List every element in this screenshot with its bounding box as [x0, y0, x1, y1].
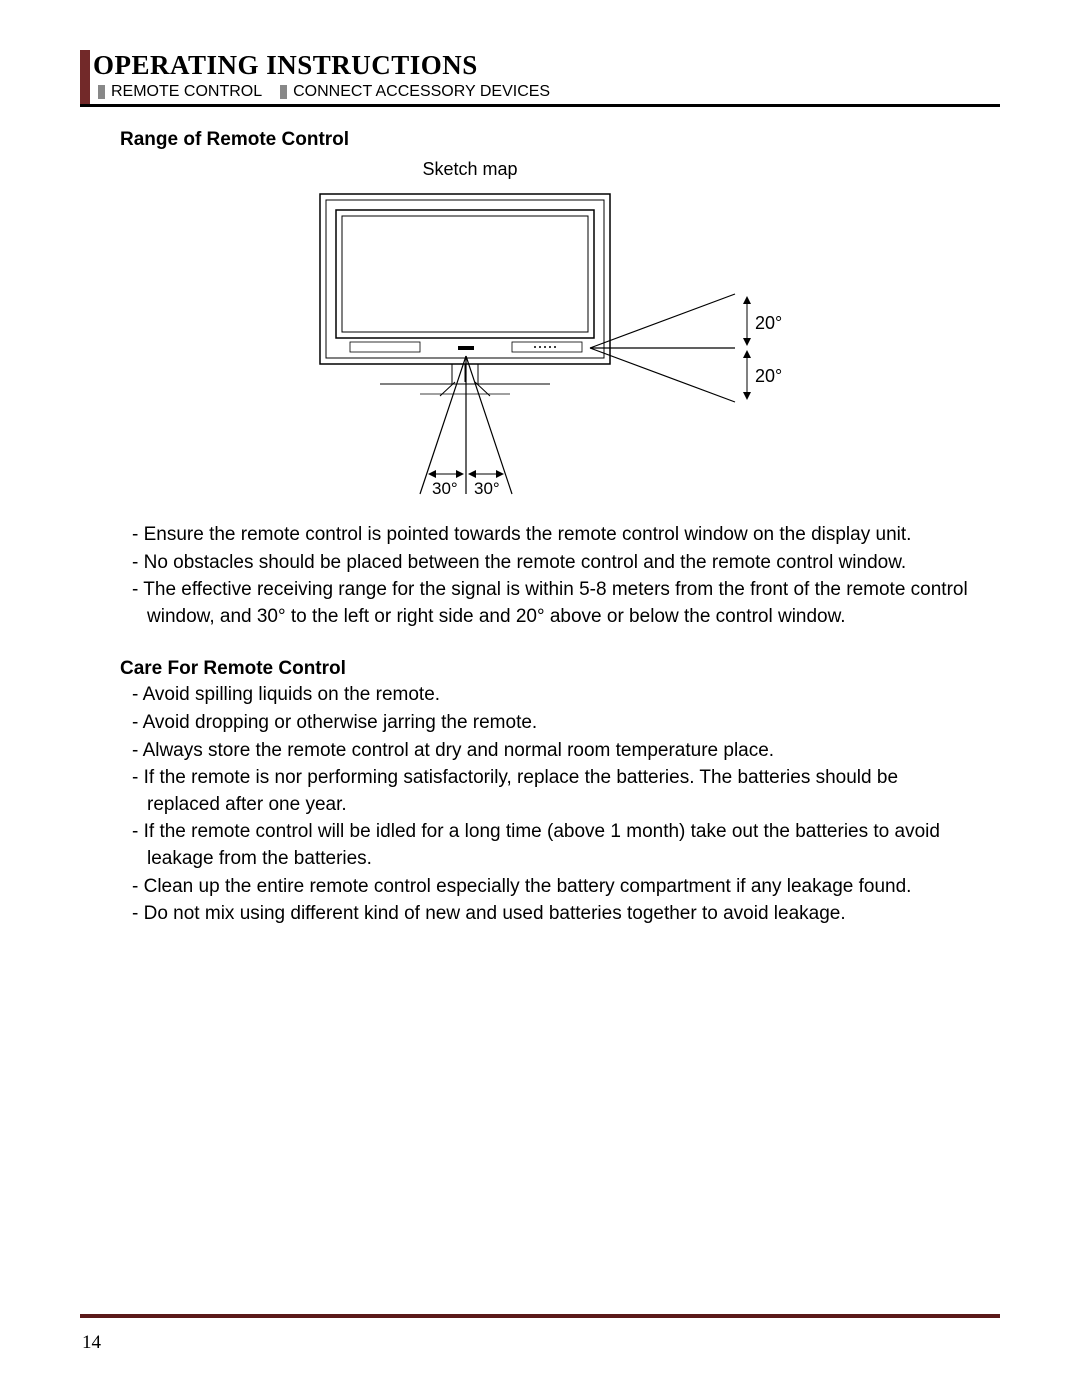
bullet-item: - Avoid dropping or otherwise jarring th…: [132, 710, 970, 737]
sub-item-2: CONNECT ACCESSORY DEVICES: [293, 83, 550, 101]
bullet-item: - Do not mix using different kind of new…: [132, 901, 970, 928]
sub-header: REMOTE CONTROL CONNECT ACCESSORY DEVICES: [93, 81, 1000, 104]
bullet-item: - Avoid spilling liquids on the remote.: [132, 682, 970, 709]
marker-icon: [98, 85, 105, 99]
bullet-item: - The effective receiving range for the …: [132, 577, 970, 630]
section2-heading: Care For Remote Control: [120, 658, 1000, 680]
page-number: 14: [82, 1332, 101, 1354]
bullet-item: - Always store the remote control at dry…: [132, 738, 970, 765]
angle-left: 30°: [432, 479, 458, 498]
sub-item-1: REMOTE CONTROL: [111, 83, 262, 101]
angle-bottom-right: 20°: [755, 366, 782, 386]
angle-right: 30°: [474, 479, 500, 498]
sketch-diagram: 20° 20° 30° 30°: [260, 184, 820, 504]
main-title: OPERATING INSTRUCTIONS: [93, 50, 1000, 81]
bullet-item: - If the remote control will be idled fo…: [132, 819, 970, 872]
diagram-container: 20° 20° 30° 30°: [80, 184, 1000, 504]
bullet-item: - If the remote is nor performing satisf…: [132, 765, 970, 818]
bullet-item: - No obstacles should be placed between …: [132, 550, 970, 577]
marker-icon: [280, 85, 287, 99]
header: OPERATING INSTRUCTIONS REMOTE CONTROL CO…: [80, 50, 1000, 107]
footer-rule: [80, 1314, 1000, 1318]
sketch-label: Sketch map: [0, 159, 1000, 180]
angle-top: 20°: [755, 313, 782, 333]
bullet-item: - Ensure the remote control is pointed t…: [132, 522, 970, 549]
section1-heading: Range of Remote Control: [120, 129, 1000, 151]
bullet-item: - Clean up the entire remote control esp…: [132, 874, 970, 901]
section2-bullets: - Avoid spilling liquids on the remote. …: [132, 682, 970, 927]
section1-bullets: - Ensure the remote control is pointed t…: [132, 522, 970, 630]
